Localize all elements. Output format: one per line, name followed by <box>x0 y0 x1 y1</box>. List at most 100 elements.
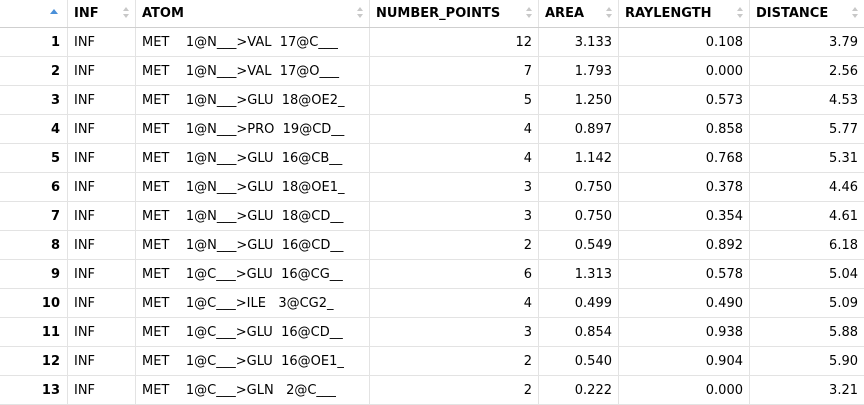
header-distance[interactable]: DISTANCE <box>750 0 864 27</box>
cell-atom: MET 1@C___>ILE 3@CG2_ <box>136 289 370 317</box>
cell-number-points: 7 <box>370 57 539 85</box>
cell-raylength: 0.354 <box>619 202 750 230</box>
cell-rownum: 11 <box>0 318 68 346</box>
cell-atom: MET 1@C___>GLU 16@CG__ <box>136 260 370 288</box>
table-row[interactable]: 11 INF MET 1@C___>GLU 16@CD__ 3 0.854 0.938 5.… <box>0 318 864 347</box>
cell-inf: INF <box>68 347 136 375</box>
table-row[interactable]: 6 INF MET 1@N___>GLU 18@OE1_ 3 0.750 0.378 4.4… <box>0 173 864 202</box>
cell-distance: 5.04 <box>829 266 858 282</box>
sort-icon[interactable] <box>852 7 859 21</box>
cell-raylength: 0.858 <box>619 115 750 143</box>
cell-atom: MET 1@N___>GLU 16@CB__ <box>136 144 370 172</box>
cell-rownum: 13 <box>0 376 68 404</box>
cell-raylength: 0.000 <box>619 57 750 85</box>
cell-atom: MET 1@C___>GLU 16@OE1_ <box>136 347 370 375</box>
cell-area: 0.222 <box>539 376 619 404</box>
table-row[interactable]: 8 INF MET 1@N___>GLU 16@CD__ 2 0.549 0.892 6.1… <box>0 231 864 260</box>
header-number-points[interactable]: NUMBER_POINTS <box>370 0 539 27</box>
cell-number-points: 12 <box>370 28 539 56</box>
header-atom[interactable]: ATOM <box>136 0 370 27</box>
cell-atom: MET 1@C___>GLU 16@CD__ <box>136 318 370 346</box>
cell-atom: MET 1@N___>GLU 18@OE2_ <box>136 86 370 114</box>
cell-inf: INF <box>68 173 136 201</box>
cell-number-points: 2 <box>370 347 539 375</box>
cell-distance: 3.79 <box>829 34 858 50</box>
cell-rownum: 1 <box>0 28 68 56</box>
table-row[interactable]: 13 INF MET 1@C___>GLN 2@C___ 2 0.222 0.000 3.2… <box>0 376 864 405</box>
table-row[interactable]: 5 INF MET 1@N___>GLU 16@CB__ 4 1.142 0.768 5.3… <box>0 144 864 173</box>
header-area[interactable]: AREA <box>539 0 619 27</box>
cell-raylength: 0.578 <box>619 260 750 288</box>
sort-icon[interactable] <box>357 7 364 21</box>
cell-distance: 4.53 <box>829 92 858 108</box>
cell-number-points: 2 <box>370 376 539 404</box>
cell-area: 0.499 <box>539 289 619 317</box>
cell-inf: INF <box>68 57 136 85</box>
table-row[interactable]: 2 INF MET 1@N___>VAL 17@O___ 7 1.793 0.000 2.5… <box>0 57 864 86</box>
table-row[interactable]: 9 INF MET 1@C___>GLU 16@CG__ 6 1.313 0.578 5.0… <box>0 260 864 289</box>
cell-rownum: 4 <box>0 115 68 143</box>
cell-area: 0.750 <box>539 202 619 230</box>
cell-inf: INF <box>68 115 136 143</box>
cell-rownum: 6 <box>0 173 68 201</box>
cell-atom: MET 1@C___>GLN 2@C___ <box>136 376 370 404</box>
table-row[interactable]: 10 INF MET 1@C___>ILE 3@CG2_ 4 0.499 0.490 5.0… <box>0 289 864 318</box>
table-header: INF ATOM NUMBER_POINTS AREA RAYLENGTH DI… <box>0 0 864 28</box>
cell-area: 0.897 <box>539 115 619 143</box>
cell-area: 1.250 <box>539 86 619 114</box>
cell-raylength: 0.108 <box>619 28 750 56</box>
cell-distance: 5.90 <box>829 353 858 369</box>
cell-raylength: 0.573 <box>619 86 750 114</box>
cell-distance: 3.21 <box>829 382 858 398</box>
header-inf[interactable]: INF <box>68 0 136 27</box>
cell-number-points: 5 <box>370 86 539 114</box>
cell-inf: INF <box>68 86 136 114</box>
cell-distance: 5.09 <box>829 295 858 311</box>
cell-number-points: 3 <box>370 173 539 201</box>
cell-distance: 5.88 <box>829 324 858 340</box>
sort-icon[interactable] <box>123 7 130 21</box>
cell-number-points: 4 <box>370 289 539 317</box>
cell-area: 3.133 <box>539 28 619 56</box>
cell-area: 1.142 <box>539 144 619 172</box>
sort-ascending-icon[interactable] <box>50 9 58 14</box>
cell-number-points: 2 <box>370 231 539 259</box>
cell-raylength: 0.892 <box>619 231 750 259</box>
cell-raylength: 0.768 <box>619 144 750 172</box>
cell-area: 1.793 <box>539 57 619 85</box>
cell-inf: INF <box>68 260 136 288</box>
cell-rownum: 10 <box>0 289 68 317</box>
cell-rownum: 12 <box>0 347 68 375</box>
sort-icon[interactable] <box>606 7 613 21</box>
cell-atom: MET 1@N___>GLU 16@CD__ <box>136 231 370 259</box>
cell-area: 0.750 <box>539 173 619 201</box>
sort-icon[interactable] <box>526 7 533 21</box>
cell-distance: 6.18 <box>829 237 858 253</box>
cell-number-points: 6 <box>370 260 539 288</box>
header-raylength[interactable]: RAYLENGTH <box>619 0 750 27</box>
table-row[interactable]: 12 INF MET 1@C___>GLU 16@OE1_ 2 0.540 0.904 5.… <box>0 347 864 376</box>
cell-atom: MET 1@N___>GLU 18@CD__ <box>136 202 370 230</box>
header-rownum[interactable] <box>0 0 68 27</box>
cell-area: 0.854 <box>539 318 619 346</box>
sort-icon[interactable] <box>737 7 744 21</box>
cell-inf: INF <box>68 376 136 404</box>
cell-number-points: 3 <box>370 202 539 230</box>
cell-area: 0.540 <box>539 347 619 375</box>
cell-inf: INF <box>68 28 136 56</box>
cell-raylength: 0.378 <box>619 173 750 201</box>
cell-atom: MET 1@N___>VAL 17@C___ <box>136 28 370 56</box>
cell-distance: 5.77 <box>829 121 858 137</box>
cell-distance: 2.56 <box>829 63 858 79</box>
cell-number-points: 4 <box>370 144 539 172</box>
table-row[interactable]: 1 INF MET 1@N___>VAL 17@C___ 12 3.133 0.108 3.… <box>0 28 864 57</box>
table-row[interactable]: 3 INF MET 1@N___>GLU 18@OE2_ 5 1.250 0.573 4.5… <box>0 86 864 115</box>
cell-inf: INF <box>68 318 136 346</box>
table-row[interactable]: 7 INF MET 1@N___>GLU 18@CD__ 3 0.750 0.354 4.6… <box>0 202 864 231</box>
cell-area: 1.313 <box>539 260 619 288</box>
cell-raylength: 0.938 <box>619 318 750 346</box>
table-row[interactable]: 4 INF MET 1@N___>PRO 19@CD__ 4 0.897 0.858 5.7… <box>0 115 864 144</box>
cell-rownum: 9 <box>0 260 68 288</box>
cell-rownum: 8 <box>0 231 68 259</box>
